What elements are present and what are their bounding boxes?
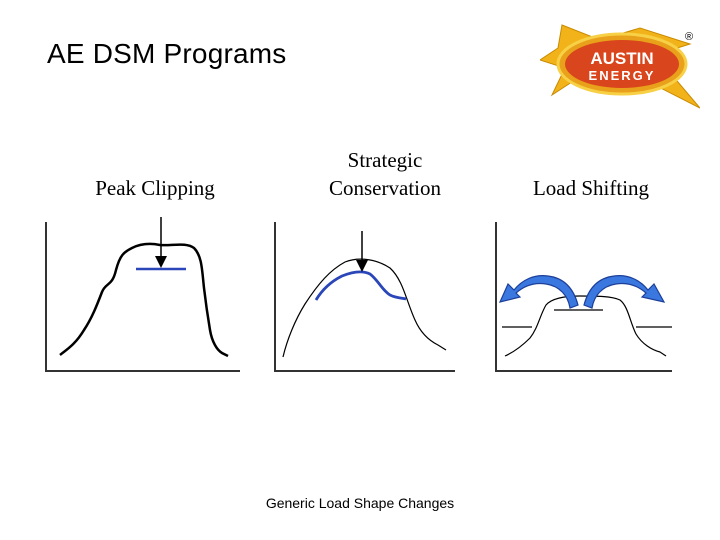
strategic-conservation-line2: Conservation bbox=[329, 176, 441, 200]
graph3-load-curve bbox=[504, 295, 667, 357]
strategic-conservation-line1: Strategic bbox=[347, 148, 423, 172]
logo-line2: ENERGY bbox=[589, 68, 656, 83]
registered-mark: ® bbox=[685, 31, 693, 43]
peak-clipping-label: Peak Clipping bbox=[95, 176, 215, 200]
austin-energy-logo: AUSTIN ENERGY ® bbox=[540, 24, 700, 109]
graph3-axes bbox=[495, 222, 672, 372]
strategic-conservation-graph bbox=[274, 222, 455, 372]
shift-arrow-left-icon bbox=[498, 275, 579, 309]
graph2-axes bbox=[274, 222, 455, 372]
graph1-load-curve bbox=[59, 242, 229, 358]
strategic-conservation-label: Strategic Conservation bbox=[295, 146, 475, 202]
diagram-caption: Generic Load Shape Changes bbox=[265, 495, 455, 511]
graph1-axes bbox=[45, 222, 240, 372]
load-shifting-graph bbox=[495, 222, 672, 372]
slide-title: AE DSM Programs bbox=[47, 38, 287, 69]
logo-line1: AUSTIN bbox=[590, 49, 653, 68]
peak-clipping-graph bbox=[45, 217, 240, 372]
graph2-conservation-curve bbox=[314, 270, 407, 301]
shift-arrow-right-icon bbox=[583, 275, 666, 309]
graph2-original-curve bbox=[282, 258, 447, 358]
load-shifting-label: Load Shifting bbox=[532, 176, 650, 200]
